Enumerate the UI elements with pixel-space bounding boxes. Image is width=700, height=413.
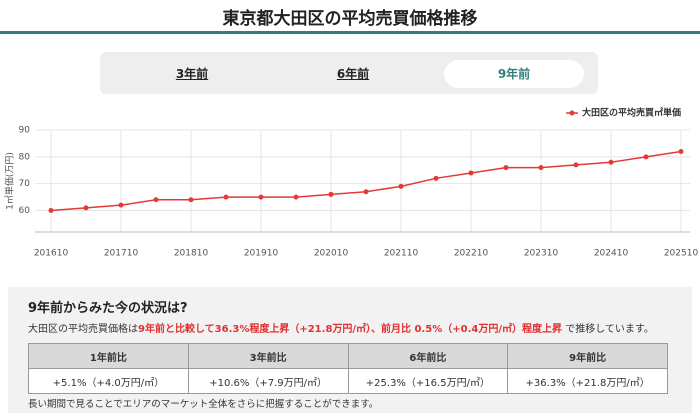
header-row: 1年前比 3年前比 6年前比 9年前比 bbox=[28, 343, 668, 369]
point bbox=[398, 183, 404, 189]
note: 長い期間で見ることでエリアのマーケット全体をさらに把握することができます。 bbox=[28, 399, 379, 410]
x-tick-label: 202410 bbox=[594, 249, 629, 259]
page-title: 東京都大田区の平均売買価格推移 bbox=[222, 9, 478, 29]
point bbox=[433, 175, 439, 181]
summary-text: 大田区の平均売買価格は9年前と比較して36.3%程度上昇（+21.8万円/㎡）、… bbox=[28, 320, 654, 335]
cell: +25.3%（+16.5万円/㎡） bbox=[347, 368, 509, 394]
point bbox=[153, 197, 159, 203]
summary-box: 9年前からみた今の状況は? 大田区の平均売買価格は9年前と比較して36.3%程度… bbox=[8, 287, 692, 413]
point bbox=[608, 159, 614, 165]
highlight: 9年前と比較して36.3%程度上昇（+21.8万円/㎡）、前月比 0.5%（+0… bbox=[138, 324, 563, 335]
point bbox=[258, 194, 264, 200]
y-tick-label: 60 bbox=[19, 206, 31, 216]
line bbox=[50, 150, 682, 212]
point bbox=[503, 165, 509, 171]
x-tick-label: 201610 bbox=[34, 249, 69, 259]
x-tick-label: 202210 bbox=[454, 249, 489, 259]
y-tick-label: 80 bbox=[19, 152, 31, 162]
point bbox=[293, 194, 299, 200]
point bbox=[643, 154, 649, 160]
title-rule bbox=[0, 31, 700, 34]
x-tick-label: 201810 bbox=[174, 249, 209, 259]
comparison-table: 1年前比 3年前比 6年前比 9年前比 +5.1%（+4.0万円/㎡） +10.… bbox=[28, 343, 668, 394]
point bbox=[83, 205, 89, 211]
point bbox=[363, 189, 369, 195]
x-tick-label: 201710 bbox=[104, 249, 139, 259]
y-tick-label: 90 bbox=[19, 126, 31, 136]
y-tick-label: 70 bbox=[19, 179, 31, 189]
header-cell: 3年前比 bbox=[187, 343, 349, 369]
x-tick-label: 201910 bbox=[244, 249, 279, 259]
x-tick-label: 202110 bbox=[384, 249, 419, 259]
x-tick-label: 202010 bbox=[314, 249, 349, 259]
row: +5.1%（+4.0万円/㎡） +10.6%（+7.9万円/㎡） +25.3%（… bbox=[28, 368, 668, 394]
point bbox=[328, 191, 334, 197]
tab[interactable]: 3年前 bbox=[175, 67, 209, 81]
cell: +10.6%（+7.9万円/㎡） bbox=[187, 368, 349, 394]
x-tick-label: 202510 bbox=[664, 249, 699, 259]
tab-bar: 3年前 6年前 9年前 bbox=[100, 52, 598, 94]
point bbox=[538, 165, 544, 171]
cell: +5.1%（+4.0万円/㎡） bbox=[28, 368, 189, 394]
point bbox=[188, 197, 194, 203]
summary-title: 9年前からみた今の状況は? bbox=[28, 301, 188, 316]
point bbox=[468, 170, 474, 176]
header-cell: 1年前比 bbox=[28, 343, 189, 369]
point bbox=[223, 194, 229, 200]
point bbox=[48, 208, 54, 214]
text: 大田区の平均売買価格は bbox=[28, 324, 138, 335]
point bbox=[118, 202, 124, 208]
tab[interactable]: 9年前 bbox=[444, 60, 584, 88]
header-cell: 6年前比 bbox=[347, 343, 509, 369]
legend-label: 大田区の平均売買㎡単価 bbox=[582, 107, 681, 119]
header-cell: 9年前比 bbox=[507, 343, 668, 369]
tab[interactable]: 6年前 bbox=[336, 67, 370, 81]
legend-marker bbox=[569, 110, 575, 116]
chart: 1㎡単価(万円)60 70 80 90 201610 201710 201810 201910… bbox=[4, 107, 699, 259]
point bbox=[678, 148, 684, 154]
point bbox=[573, 162, 579, 168]
y-axis-label: 1㎡単価(万円) bbox=[4, 152, 16, 210]
text: で推移しています。 bbox=[562, 324, 654, 335]
cell: +36.3%（+21.8万円/㎡） bbox=[507, 368, 668, 394]
x-tick-label: 202310 bbox=[524, 249, 559, 259]
